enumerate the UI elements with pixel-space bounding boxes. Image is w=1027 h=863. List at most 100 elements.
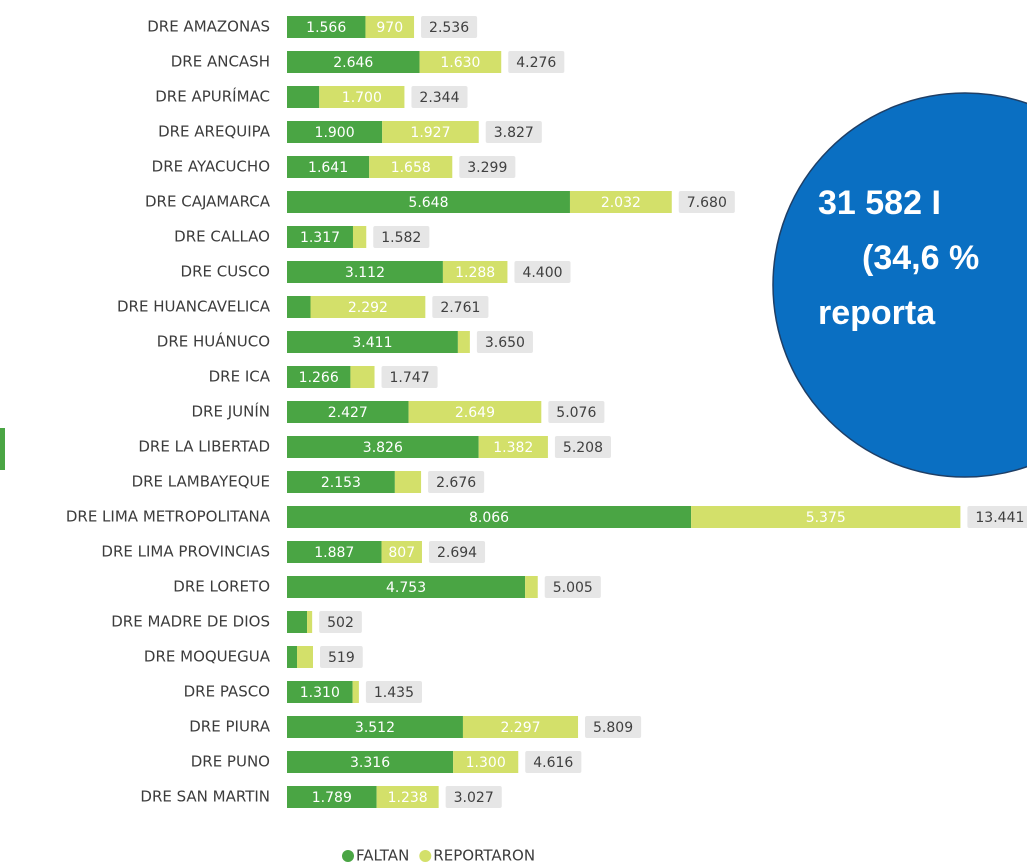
total-label-bg (445, 786, 502, 808)
bar-segment (350, 366, 375, 388)
value-label: 2.297 (500, 720, 540, 736)
total-label-bg (319, 611, 362, 633)
category-label: DRE PIURA (189, 718, 270, 736)
category-label: DRE CAJAMARCA (145, 193, 271, 211)
bar-segment (310, 296, 426, 318)
value-label: 1.566 (306, 20, 346, 36)
value-label: 1.317 (300, 230, 340, 246)
total-label: 2.344 (419, 90, 459, 106)
bar-segment (569, 191, 672, 213)
bar-segment (394, 471, 422, 493)
category-label: DRE LORETO (173, 578, 270, 596)
total-label-bg (514, 261, 571, 283)
value-label: 1.630 (440, 55, 480, 71)
bar-segment (287, 296, 311, 318)
total-label: 1.582 (381, 230, 421, 246)
total-label-bg (373, 226, 430, 248)
total-label-bg (508, 51, 565, 73)
legend-label: FALTAN (356, 847, 409, 863)
legend-label: REPORTARON (433, 847, 535, 863)
total-label: 2.694 (437, 545, 477, 561)
category-label: DRE LIMA PROVINCIAS (101, 543, 270, 561)
value-label: 1.266 (299, 370, 339, 386)
value-label: 5.648 (408, 195, 448, 211)
value-label: 1.927 (410, 125, 450, 141)
bar-segment (287, 366, 351, 388)
category-label: DRE MADRE DE DIOS (111, 613, 270, 631)
bar-segment (287, 191, 570, 213)
category-label: DRE LAMBAYEQUE (132, 473, 270, 491)
value-label: 8.066 (469, 510, 509, 526)
value-label: 2.649 (455, 405, 495, 421)
category-label: DRE ANCASH (171, 53, 270, 71)
value-label: 2.646 (333, 55, 373, 71)
bar-segment (419, 51, 502, 73)
total-label-bg (476, 331, 533, 353)
total-label: 502 (327, 615, 354, 631)
bar-segment (365, 16, 415, 38)
value-label: 1.310 (300, 685, 340, 701)
total-label: 3.650 (485, 335, 525, 351)
total-label: 3.027 (454, 790, 494, 806)
total-label-bg (411, 86, 468, 108)
bar-segment (287, 541, 382, 563)
total-label: 7.680 (687, 195, 727, 211)
value-label: 2.153 (321, 475, 361, 491)
annotation-bubble (772, 92, 1027, 478)
bar-segment (525, 576, 538, 598)
total-label: 519 (328, 650, 355, 666)
total-label: 4.400 (522, 265, 562, 281)
value-label: 2.032 (601, 195, 641, 211)
total-label: 4.616 (533, 755, 573, 771)
total-label: 5.005 (553, 580, 593, 596)
bar-segment (287, 16, 366, 38)
total-label-bg (548, 401, 605, 423)
total-label-bg (544, 576, 601, 598)
bar-segment (297, 646, 314, 668)
total-label-bg (428, 541, 486, 563)
annotation: 31 582 I (818, 184, 941, 222)
total-label: 2.761 (440, 300, 480, 316)
bar-segment (352, 681, 359, 703)
bar-segment (287, 646, 298, 668)
bar-segment (287, 611, 308, 633)
category-label: DRE CALLAO (174, 228, 270, 246)
total-label-bg (525, 751, 582, 773)
bar-segment (287, 716, 463, 738)
bar-segment (287, 401, 409, 423)
decoration (0, 428, 5, 470)
value-label: 1.789 (312, 790, 352, 806)
value-label: 4.753 (386, 580, 426, 596)
value-label: 1.900 (315, 125, 355, 141)
bar-segment (307, 611, 313, 633)
bar-segment (408, 401, 542, 423)
bar-segment (287, 751, 454, 773)
total-label: 5.208 (563, 440, 603, 456)
total-label-bg (585, 716, 642, 738)
bar-segment (287, 261, 443, 283)
total-label-bg (428, 471, 485, 493)
total-label-bg (381, 366, 438, 388)
category-label: DRE AYACUCHO (152, 158, 270, 176)
value-label: 1.238 (388, 790, 428, 806)
value-label: 1.658 (391, 160, 431, 176)
legend: FALTAN REPORTARON (342, 847, 535, 863)
total-label-bg (459, 156, 516, 178)
category-label: DRE LA LIBERTAD (138, 438, 270, 456)
value-label: 807 (388, 545, 415, 561)
bar-segment (442, 261, 508, 283)
bar-segment (369, 156, 453, 178)
value-label: 1.700 (342, 90, 382, 106)
value-label: 1.300 (466, 755, 506, 771)
value-label: 3.411 (352, 335, 392, 351)
total-label: 3.299 (467, 160, 507, 176)
bar-segment (691, 506, 961, 528)
bar-segment (462, 716, 579, 738)
total-label-bg (554, 436, 612, 458)
total-label: 2.676 (436, 475, 476, 491)
bar-segment (382, 121, 479, 143)
total-label: 5.076 (556, 405, 596, 421)
bar-segment (287, 331, 458, 353)
bars: DRE AMAZONAS 1.566 970 2.536 DRE ANCASH 2.646… (66, 16, 1027, 808)
